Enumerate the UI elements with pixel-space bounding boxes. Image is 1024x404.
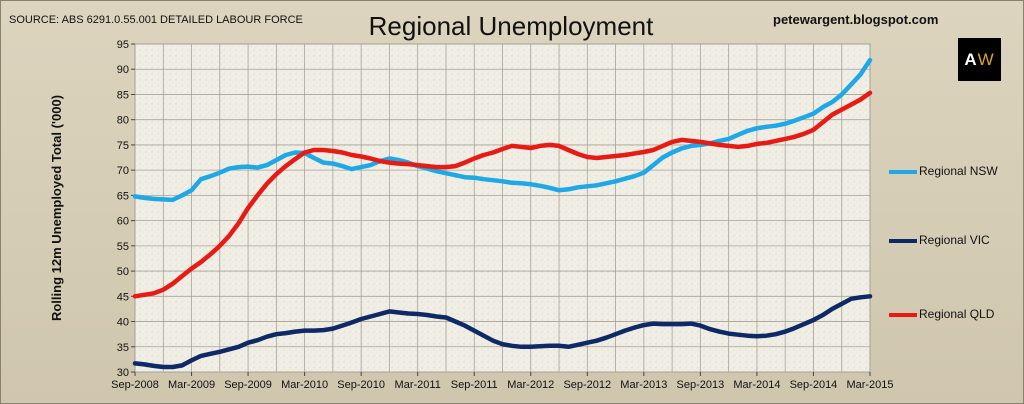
- x-tick-label: Mar-2014: [733, 379, 780, 391]
- y-tick-label: 95: [117, 39, 129, 51]
- legend-label: Regional NSW: [919, 164, 998, 178]
- y-tick-label: 35: [117, 342, 129, 354]
- x-tick-label: Mar-2011: [395, 379, 441, 391]
- y-tick-label: 50: [117, 266, 129, 278]
- x-axis: Sep-2008 Mar-2009 Sep-2009 Mar-2010 Sep-2010…: [111, 372, 894, 391]
- series-line-regional-qld: [132, 90, 873, 299]
- y-tick-label: 65: [117, 190, 129, 202]
- legend-swatch: [889, 313, 917, 317]
- logo-letter-a: A: [964, 49, 978, 69]
- logo-letter-w: W: [977, 49, 995, 69]
- x-tick-label: Mar-2009: [168, 379, 215, 391]
- y-tick-label: 90: [117, 64, 129, 76]
- x-tick-label: Sep-2014: [790, 379, 838, 391]
- y-tick-label: 80: [117, 115, 129, 127]
- chart-title: Regional Unemployment: [368, 11, 654, 41]
- legend-swatch: [889, 239, 917, 243]
- x-tick-label: Sep-2009: [224, 379, 272, 391]
- source-note: SOURCE: ABS 6291.0.55.001 DETAILED LABOU…: [9, 14, 303, 26]
- blog-url: petewargent.blogspot.com: [773, 12, 939, 27]
- y-tick-label: 30: [117, 367, 129, 379]
- y-axis: 30 35 40 45 50 55 60 65 70 75 80 85 90 95: [117, 39, 135, 379]
- y-tick-label: 45: [117, 291, 129, 303]
- y-tick-label: 55: [117, 241, 129, 253]
- x-tick-label: Sep-2011: [451, 379, 498, 391]
- legend-swatch: [889, 170, 917, 174]
- y-tick-label: 40: [117, 317, 129, 329]
- x-tick-label: Mar-2010: [281, 379, 328, 391]
- y-tick-label: 85: [117, 89, 129, 101]
- series-line-regional-vic: [132, 294, 873, 370]
- x-tick-label: Sep-2008: [111, 379, 159, 391]
- y-axis-label: Rolling 12m Unemployed Total ('000): [49, 95, 64, 321]
- legend-label: Regional VIC: [919, 233, 990, 247]
- y-tick-label: 75: [117, 140, 129, 152]
- x-tick-label: Sep-2012: [563, 379, 611, 391]
- y-tick-label: 70: [117, 165, 129, 177]
- grid-lines: [134, 43, 871, 373]
- series-line-regional-nsw: [132, 57, 873, 203]
- legend-label: Regional QLD: [919, 307, 995, 321]
- x-tick-label: Mar-2013: [620, 379, 667, 391]
- x-tick-label: Mar-2015: [846, 379, 893, 391]
- x-tick-label: Sep-2013: [677, 379, 725, 391]
- y-tick-label: 60: [117, 216, 129, 228]
- series-lines: [132, 57, 873, 370]
- x-tick-label: Sep-2010: [337, 379, 385, 391]
- x-tick-label: Mar-2012: [507, 379, 554, 391]
